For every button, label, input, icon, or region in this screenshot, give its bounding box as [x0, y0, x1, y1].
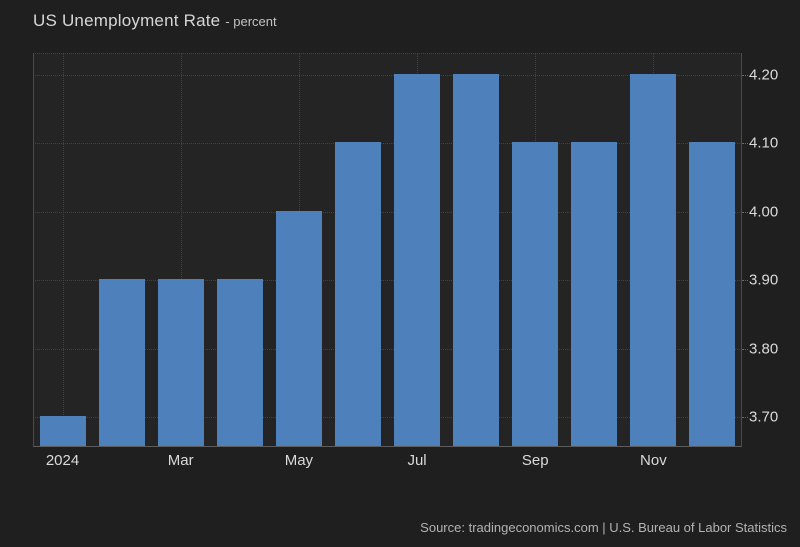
y-tick-label: 3.70	[749, 408, 779, 426]
bar-mar-2024[interactable]	[157, 279, 204, 446]
bar-jul-2024[interactable]	[394, 73, 441, 446]
bar-sep-2024[interactable]	[512, 142, 559, 446]
y-axis-line-right	[741, 53, 742, 447]
plot-area	[33, 53, 748, 447]
y-tick-mark	[742, 211, 748, 213]
bar-oct-2024[interactable]	[571, 142, 618, 446]
x-tick-label: Sep	[521, 452, 549, 469]
bar-dec-2024[interactable]	[689, 142, 736, 446]
y-tick-label: 4.20	[749, 66, 779, 84]
source-attribution: Source: tradingeconomics.com | U.S. Bure…	[420, 520, 787, 535]
y-tick-mark	[742, 348, 748, 350]
bar-feb-2024[interactable]	[98, 279, 145, 446]
y-tick-label: 4.00	[749, 203, 779, 221]
y-tick-mark	[742, 280, 748, 282]
x-gridline	[62, 53, 64, 447]
y-gridline	[33, 74, 742, 76]
y-tick-label: 3.90	[749, 271, 779, 289]
y-gridline	[33, 280, 742, 282]
chart-title: US Unemployment Rate - percent	[33, 11, 277, 31]
x-gridline	[180, 53, 182, 447]
x-tick-label: Jul	[407, 452, 427, 469]
x-tick-label: May	[284, 452, 314, 469]
y-tick-label: 3.80	[749, 340, 779, 357]
bar-jan-2024[interactable]	[39, 415, 86, 446]
y-gridline	[33, 143, 742, 145]
y-gridline	[33, 211, 742, 213]
y-tick-mark	[742, 416, 748, 418]
x-axis-line	[33, 446, 742, 447]
chart-title-unit: - percent	[225, 14, 277, 29]
y-gridline	[33, 416, 742, 418]
bar-aug-2024[interactable]	[453, 73, 500, 446]
y-gridline	[33, 348, 742, 350]
x-tick-label: Mar	[167, 452, 194, 469]
x-tick-label: Nov	[640, 452, 667, 469]
y-axis-labels: 4.20 4.10 4.00 3.90 3.80 3.70	[749, 53, 799, 447]
y-tick-mark	[742, 143, 748, 145]
y-tick-mark	[742, 74, 748, 76]
bar-nov-2024[interactable]	[630, 73, 677, 446]
plot-top-border	[33, 53, 742, 54]
x-tick-label: 2024	[45, 452, 80, 469]
y-tick-label: 4.10	[749, 134, 779, 152]
x-axis-labels: 2024 Mar May Jul Sep Nov	[33, 452, 742, 474]
y-axis-line-left	[33, 53, 34, 447]
bar-jun-2024[interactable]	[334, 142, 381, 446]
bar-apr-2024[interactable]	[216, 279, 263, 446]
bar-may-2024[interactable]	[275, 210, 322, 446]
chart-title-text: US Unemployment Rate	[33, 11, 221, 30]
